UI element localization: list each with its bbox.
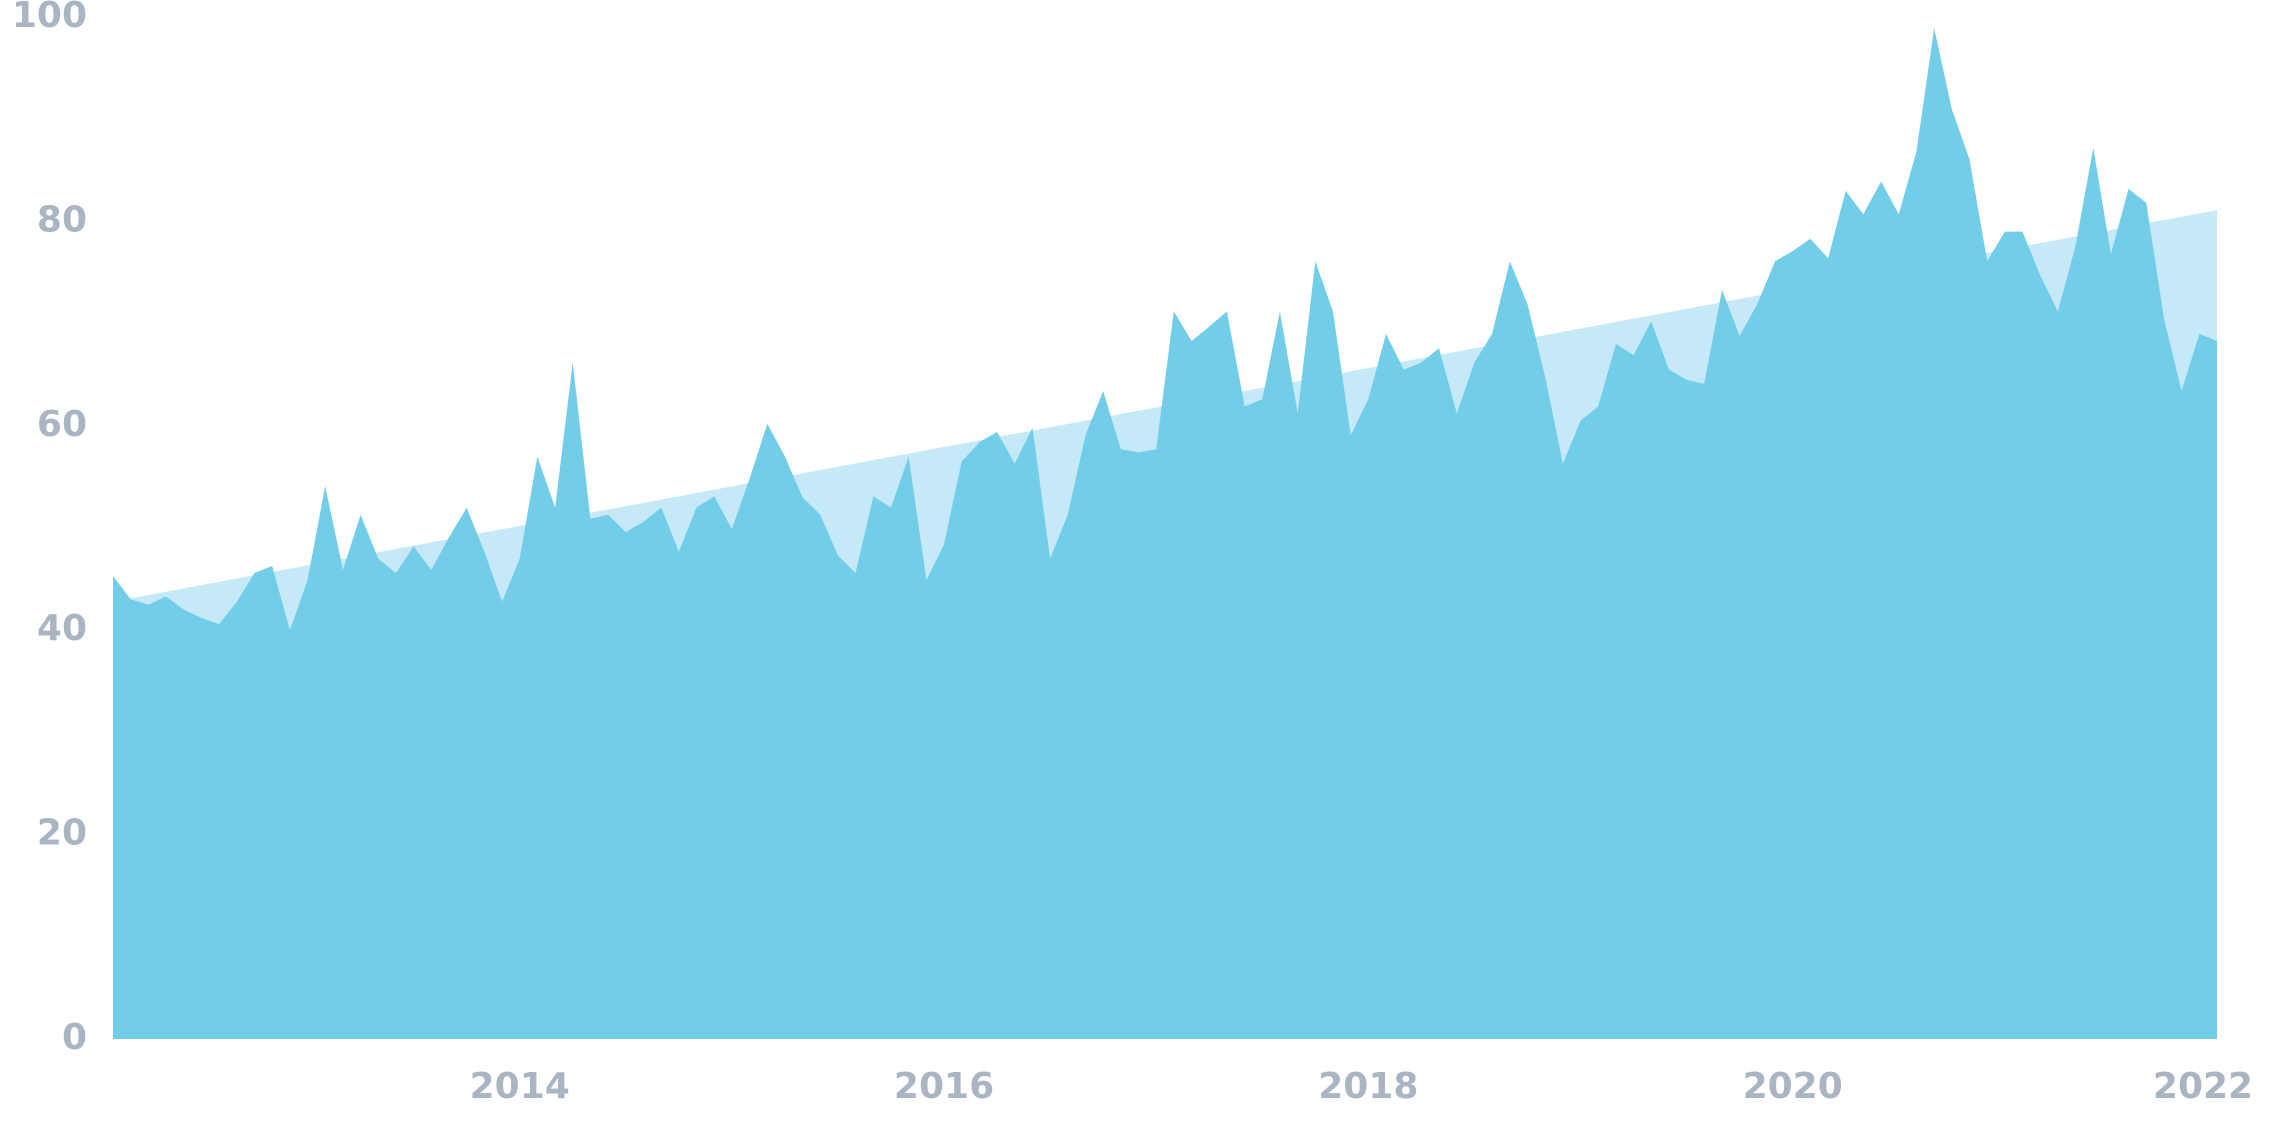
x-tick-label: 2018: [1318, 1066, 1418, 1107]
y-tick-label: 20: [37, 813, 87, 854]
y-tick-label: 100: [12, 0, 87, 36]
x-tick-label: 2016: [894, 1066, 994, 1107]
area: [113, 28, 2217, 1039]
y-tick-label: 0: [62, 1017, 87, 1058]
y-tick-label: 80: [37, 199, 87, 240]
x-tick-label: 2022: [2153, 1066, 2253, 1107]
y-tick-label: 60: [37, 404, 87, 445]
y-tick-label: 40: [37, 608, 87, 649]
x-tick-label: 2014: [470, 1066, 570, 1107]
x-tick-label: 2020: [1743, 1066, 1843, 1107]
